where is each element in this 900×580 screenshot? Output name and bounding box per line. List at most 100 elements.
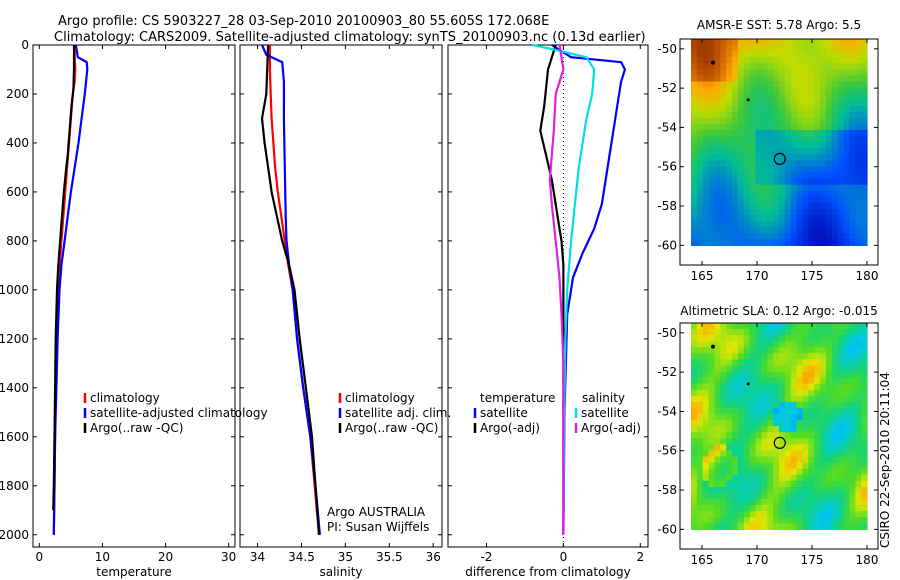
heatmap-cell bbox=[696, 365, 704, 373]
heatmap-cell bbox=[732, 57, 739, 64]
heatmap-cell bbox=[726, 468, 733, 476]
heatmap-cell bbox=[737, 474, 745, 482]
heatmap-cell bbox=[773, 166, 780, 174]
heatmap-cell bbox=[843, 51, 850, 58]
heatmap-cell bbox=[702, 371, 710, 379]
heatmap-cell bbox=[802, 202, 809, 210]
heatmap-cell bbox=[708, 111, 716, 119]
heatmap-cell bbox=[749, 408, 757, 415]
heatmap-cell bbox=[808, 221, 815, 228]
heatmap-cell bbox=[696, 196, 704, 204]
heatmap-cell bbox=[796, 432, 804, 439]
heatmap-cell bbox=[814, 444, 821, 452]
heatmap-cell bbox=[708, 69, 716, 76]
heatmap-cell bbox=[691, 166, 698, 174]
x-tick-label: 20 bbox=[158, 550, 173, 564]
heatmap-cell bbox=[861, 172, 868, 180]
heatmap-cell bbox=[708, 87, 716, 95]
heatmap-cell bbox=[755, 468, 762, 476]
heatmap-cell bbox=[855, 389, 862, 397]
heatmap-cell bbox=[808, 341, 815, 348]
heatmap-cell bbox=[726, 523, 733, 530]
heatmap-cell bbox=[755, 111, 762, 119]
heatmap-cell bbox=[784, 87, 792, 95]
heatmap-cell bbox=[861, 111, 868, 119]
heatmap-cell bbox=[849, 456, 856, 464]
map-frame bbox=[679, 38, 879, 266]
heatmap-cell bbox=[825, 389, 833, 397]
legend-label: Argo(..raw -QC) bbox=[90, 421, 183, 435]
heatmap-cell bbox=[849, 426, 856, 433]
heatmap-cell bbox=[714, 359, 721, 367]
previous-profile-marker bbox=[746, 98, 750, 102]
heatmap-cell bbox=[755, 383, 762, 391]
heatmap-cell bbox=[755, 233, 762, 240]
heatmap-cell bbox=[696, 432, 704, 439]
heatmap-cell bbox=[855, 221, 862, 228]
heatmap-cell bbox=[702, 130, 710, 137]
heatmap-cell bbox=[831, 215, 839, 222]
heatmap-cell bbox=[861, 190, 868, 198]
heatmap-cell bbox=[726, 215, 733, 222]
heatmap-cell bbox=[820, 202, 827, 210]
heatmap-cell bbox=[720, 221, 727, 228]
heatmap-cell bbox=[796, 124, 804, 131]
heatmap-cell bbox=[761, 202, 768, 210]
heatmap-cell bbox=[779, 365, 786, 373]
heatmap-cell bbox=[767, 39, 774, 46]
heatmap-cell bbox=[790, 377, 798, 385]
heatmap-cell bbox=[696, 87, 704, 95]
heatmap-cell bbox=[825, 377, 833, 385]
heatmap-cell bbox=[808, 389, 815, 397]
heatmap-cell bbox=[796, 401, 804, 409]
heatmap-cell bbox=[708, 227, 716, 234]
heatmap-cell bbox=[779, 75, 786, 83]
heatmap-cell bbox=[749, 105, 757, 113]
heatmap-cell bbox=[702, 474, 710, 482]
heatmap-cell bbox=[691, 208, 698, 216]
heatmap-cell bbox=[796, 136, 804, 143]
heatmap-cell bbox=[708, 359, 716, 367]
heatmap-cell bbox=[814, 395, 821, 403]
heatmap-cell bbox=[790, 523, 798, 530]
heatmap-cell bbox=[790, 99, 798, 107]
heatmap-cell bbox=[743, 45, 751, 52]
heatmap-cell bbox=[743, 389, 751, 397]
heatmap-cell bbox=[696, 215, 704, 222]
heatmap-cell bbox=[702, 111, 710, 119]
heatmap-cell bbox=[837, 383, 845, 391]
heatmap-cell bbox=[790, 511, 798, 518]
heatmap-cell bbox=[814, 208, 821, 216]
heatmap-cell bbox=[825, 172, 833, 180]
heatmap-cell bbox=[761, 39, 768, 46]
heatmap-cell bbox=[855, 474, 862, 482]
heatmap-cell bbox=[855, 359, 862, 367]
heatmap-cell bbox=[767, 517, 774, 524]
heatmap-cell bbox=[696, 511, 704, 518]
legend-title: salinity bbox=[582, 391, 625, 405]
heatmap-cell bbox=[691, 233, 698, 240]
heatmap-cell bbox=[773, 196, 780, 204]
heatmap-cell bbox=[861, 353, 868, 360]
heatmap-cell bbox=[691, 474, 698, 482]
heatmap-cell bbox=[708, 414, 716, 421]
legend-label: climatology bbox=[345, 391, 415, 405]
heatmap-cell bbox=[849, 215, 856, 222]
heatmap-cell bbox=[849, 474, 856, 482]
heatmap-cell bbox=[796, 111, 804, 119]
heatmap-cell bbox=[779, 178, 786, 186]
heatmap-cell bbox=[779, 45, 786, 52]
heatmap-cell bbox=[837, 486, 845, 494]
y-tick-label: 1200 bbox=[0, 332, 29, 346]
y-tick-label: 1600 bbox=[0, 430, 29, 444]
heatmap-cell bbox=[843, 456, 850, 464]
heatmap-cell bbox=[790, 160, 798, 168]
argo-location-marker bbox=[773, 436, 786, 449]
heatmap-cell bbox=[802, 63, 809, 70]
heatmap-cell bbox=[743, 499, 751, 506]
heatmap-cell bbox=[696, 462, 704, 470]
heatmap-cell bbox=[761, 395, 768, 403]
heatmap-cell bbox=[861, 486, 868, 494]
heatmap-cell bbox=[784, 196, 792, 204]
heatmap-cell bbox=[802, 365, 809, 373]
